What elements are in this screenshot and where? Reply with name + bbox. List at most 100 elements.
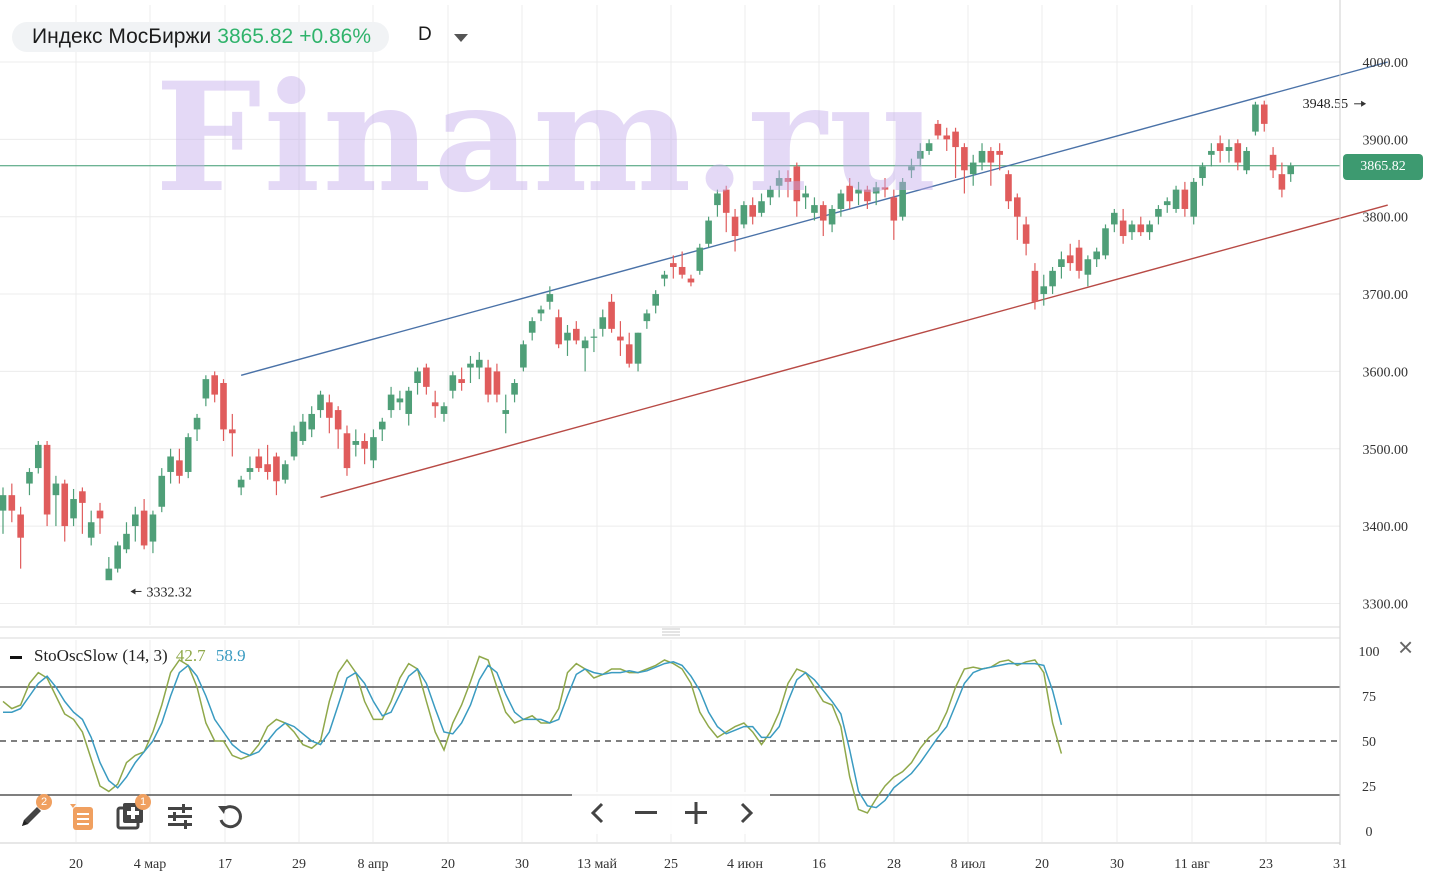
candle-body [1005,174,1012,202]
candle-body [1146,224,1153,233]
candle-body [996,150,1003,155]
candle-body [1163,201,1171,206]
candle-body [140,510,148,546]
stoch-tick-label: 0 [1366,825,1373,840]
candle-body [334,410,342,430]
price-tick-label: 3300.00 [1363,597,1409,612]
candle-body [237,479,245,488]
candle-body [414,371,421,384]
chevron-right-icon[interactable] [730,796,762,830]
stoch-d-line [3,661,1063,809]
candle-body [96,510,104,519]
candle-body [158,475,166,507]
candle-body [705,220,712,244]
time-tick-label: 16 [812,857,826,872]
annotation-arrowhead [1361,100,1367,107]
candle-body [326,402,333,418]
candle-body [352,441,360,445]
price-annotations: 3332.32 3948.55 [130,97,1367,600]
candle-body [987,150,995,163]
candle-body [1014,197,1021,217]
candle-body [599,317,607,329]
stoch-tick-label: 50 [1362,735,1376,750]
settings-sliders-icon[interactable] [162,798,198,834]
candle-body [714,193,721,206]
candle-body [8,495,16,511]
candle-body [1128,224,1136,233]
candle-body [387,394,395,411]
candle-body [722,189,730,213]
candle-body [890,197,898,221]
candle-body [220,383,227,430]
time-tick-label: 23 [1259,857,1273,872]
candle-body [484,367,492,395]
candle-body [1022,224,1030,244]
candle-body [1172,189,1180,209]
candle-body [749,205,756,217]
candle-body [652,294,659,306]
candle-body [1190,181,1197,217]
candle-body [696,247,704,271]
candle-body [1199,166,1206,179]
candle-body [1075,247,1083,271]
candle-body [123,533,130,550]
candle-body [1093,251,1100,260]
candle-body [202,379,210,399]
candle-body [784,178,792,182]
candle-body [537,309,545,314]
price-tick-label: 3600.00 [1363,365,1409,380]
indicator-toggle-icon[interactable] [10,655,22,659]
plus-icon[interactable] [680,796,712,830]
pencil-icon[interactable] [14,798,50,834]
price-tick-label: 3900.00 [1363,133,1409,148]
candle-body [590,336,598,338]
stoch-k-value: 42.7 [175,646,206,665]
candle-body [290,431,298,457]
candle-body [758,201,765,213]
chevron-left-icon[interactable] [582,796,614,830]
candle-body [881,187,889,190]
candle-body [1111,212,1118,225]
time-tick-label: 4 июн [727,857,763,872]
stoch-tick-label: 100 [1359,645,1380,660]
candle-body [440,406,448,414]
candle-body [925,143,933,151]
instrument-title[interactable]: Индекс МосБиржи 3865.82 +0.86% [12,22,389,52]
candle-body [149,514,157,542]
close-indicator-icon[interactable]: × [1398,632,1414,662]
undo-icon[interactable] [212,798,248,834]
timeframe-selector[interactable]: D [418,24,432,45]
price-tick-label: 4000.00 [1363,56,1409,71]
navigation-bar [572,792,770,834]
candle-body [864,189,871,202]
candle-body [1066,255,1074,264]
time-tick-label: 8 апр [357,857,388,872]
list-icon[interactable] [66,800,98,834]
candle-body [978,150,986,163]
candle-body [281,464,289,480]
candle-body [1040,286,1048,295]
minus-icon[interactable] [630,796,662,830]
candle-body [449,375,457,391]
candle-body [1243,150,1250,171]
watermark: Finam.ru [155,50,940,226]
candle-body [1225,147,1233,151]
chevron-down-icon[interactable] [454,34,468,42]
candle-body [1278,174,1286,190]
candle-body [740,205,748,225]
add-panel-badge: 1 [135,794,151,810]
time-tick-label: 17 [218,857,232,872]
indicator-legend[interactable]: StoOscSlow (14, 3) 42.7 58.9 [10,646,246,666]
candle-body [819,205,827,221]
candle-body [1208,150,1215,155]
stochastic-oscillator [0,655,1340,814]
time-tick-label: 20 [1035,857,1049,872]
candle-body [1287,165,1295,175]
candle-body [193,417,201,430]
candle-body [423,367,430,387]
candle-body [1084,259,1092,275]
candle-body [431,402,439,407]
candle-body [1102,228,1109,256]
candle-body [687,278,695,283]
